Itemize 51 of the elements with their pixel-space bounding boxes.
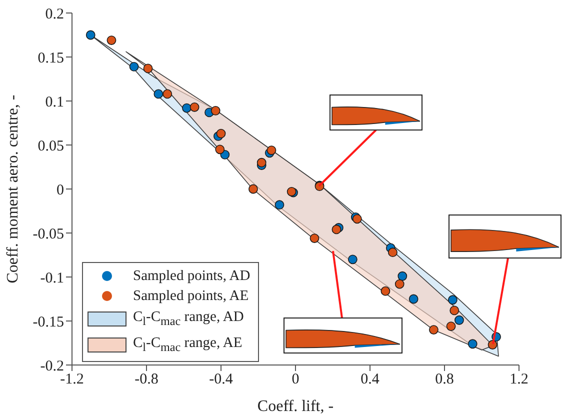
point [266,146,276,155]
point [310,234,320,243]
x-tick-label: 0 [292,372,300,388]
point [448,295,458,305]
x-tick-label: 0.4 [360,372,380,388]
y-tick-label: -0.05 [32,226,64,242]
x-tick-label: 0.8 [435,372,454,388]
x-axis-title: Coeff. lift, - [257,398,334,415]
y-tick-label: 0.2 [45,6,64,22]
point [215,144,225,154]
point [129,62,139,72]
point [394,279,404,289]
y-tick-label: 0.1 [45,94,64,110]
point [446,322,456,331]
point [408,294,418,304]
x-tick-label: -0.4 [209,372,234,388]
point [332,224,342,234]
point [454,315,464,325]
point [154,89,164,99]
legend-label: Sampled points, AD [133,268,250,284]
point [274,200,284,210]
x-tick-label: 1.2 [510,372,528,388]
y-tick-label: 0.15 [38,50,64,66]
point [106,36,116,45]
point [256,158,266,168]
y-tick-label: 0.05 [38,138,64,154]
y-tick-label: -0.2 [40,358,64,374]
y-tick-label: -0.1 [40,270,64,286]
point [248,184,258,194]
y-tick-label: -0.15 [32,314,64,330]
legend-label: Sampled points, AE [133,288,249,304]
point [388,248,398,258]
point [210,106,220,116]
x-tick-label: -1.2 [60,372,84,388]
point [86,30,96,40]
point [162,89,172,99]
point [143,64,153,74]
legend-label: C$_{l}$-C$_{mac}$ range, AE [133,334,242,356]
point [429,325,438,334]
point [182,103,192,113]
point [190,102,200,112]
y-tick-label: 0 [56,182,64,198]
point [468,339,478,349]
point [348,254,358,264]
x-tick-label: -0.8 [134,372,158,388]
point [450,306,460,316]
y-axis-title: Coeff. moment aero. centre, - [4,94,22,284]
legend-label: C$_{l}$-C$_{mac}$ range, AD [133,308,244,330]
point [216,128,226,138]
point [398,271,408,281]
point [380,286,390,296]
